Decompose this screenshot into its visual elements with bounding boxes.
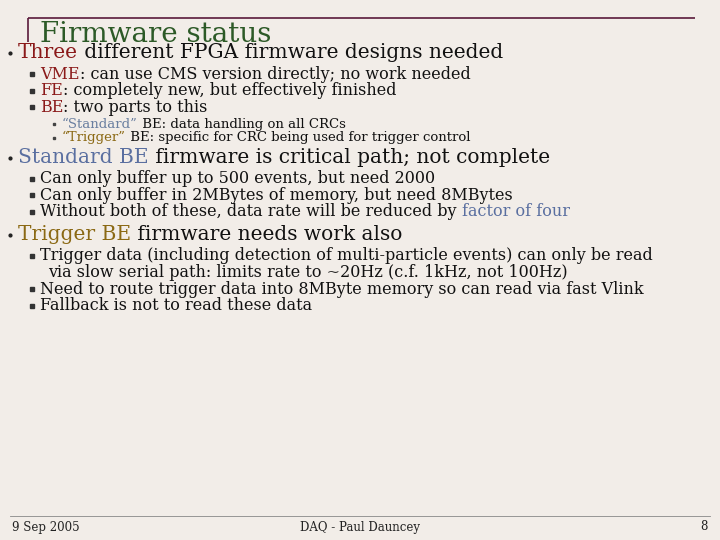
Text: Without both of these, data rate will be reduced by: Without both of these, data rate will be… bbox=[40, 204, 462, 220]
Text: VME: VME bbox=[40, 65, 79, 83]
Text: DAQ - Paul Dauncey: DAQ - Paul Dauncey bbox=[300, 521, 420, 534]
Text: Need to route trigger data into 8MByte memory so can read via fast Vlink: Need to route trigger data into 8MByte m… bbox=[40, 280, 644, 298]
Text: Can only buffer in 2MBytes of memory, but need 8MBytes: Can only buffer in 2MBytes of memory, bu… bbox=[40, 187, 513, 204]
Text: BE: BE bbox=[40, 99, 63, 116]
Text: “Trigger”: “Trigger” bbox=[62, 131, 126, 144]
Text: different FPGA firmware designs needed: different FPGA firmware designs needed bbox=[78, 44, 503, 63]
Text: firmware is critical path; not complete: firmware is critical path; not complete bbox=[148, 148, 550, 167]
Text: Firmware status: Firmware status bbox=[40, 22, 271, 49]
Text: FE: FE bbox=[40, 82, 63, 99]
Text: 8: 8 bbox=[701, 521, 708, 534]
Text: Trigger data (including detection of multi-particle events) can only be read: Trigger data (including detection of mul… bbox=[40, 247, 653, 264]
Text: Three: Three bbox=[18, 44, 78, 63]
Text: : completely new, but effectively finished: : completely new, but effectively finish… bbox=[63, 82, 396, 99]
Text: BE: data handling on all CRCs: BE: data handling on all CRCs bbox=[138, 118, 346, 131]
Text: factor of four: factor of four bbox=[462, 204, 570, 220]
Text: : can use CMS version directly; no work needed: : can use CMS version directly; no work … bbox=[79, 65, 470, 83]
Text: Fallback is not to read these data: Fallback is not to read these data bbox=[40, 297, 312, 314]
Text: : two parts to this: : two parts to this bbox=[63, 99, 208, 116]
Text: BE: specific for CRC being used for trigger control: BE: specific for CRC being used for trig… bbox=[126, 131, 470, 144]
Text: Standard BE: Standard BE bbox=[18, 148, 148, 167]
Text: via slow serial path: limits rate to ~20Hz (c.f. 1kHz, not 100Hz): via slow serial path: limits rate to ~20… bbox=[48, 264, 567, 281]
Text: “Standard”: “Standard” bbox=[62, 118, 138, 131]
Text: Can only buffer up to 500 events, but need 2000: Can only buffer up to 500 events, but ne… bbox=[40, 170, 435, 187]
Text: Trigger BE: Trigger BE bbox=[18, 225, 131, 244]
Text: 9 Sep 2005: 9 Sep 2005 bbox=[12, 521, 80, 534]
Text: firmware needs work also: firmware needs work also bbox=[131, 225, 402, 244]
